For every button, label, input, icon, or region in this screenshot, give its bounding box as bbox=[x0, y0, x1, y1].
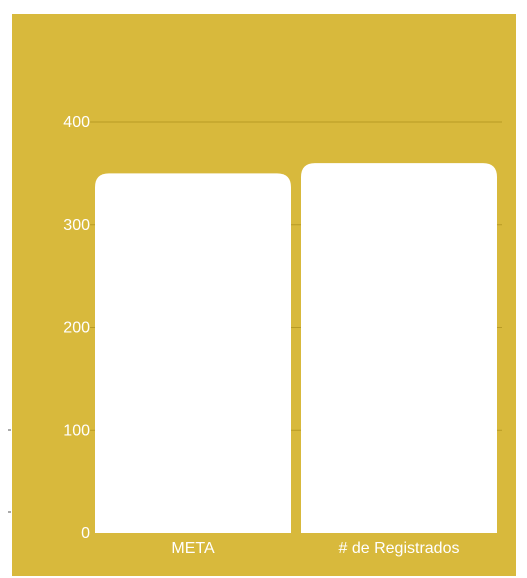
x-category-label: META bbox=[171, 540, 215, 557]
y-tick-label: 100 bbox=[63, 422, 90, 439]
bar-layer bbox=[95, 163, 497, 533]
bar-meta bbox=[95, 173, 291, 533]
y-tick-label: 200 bbox=[63, 320, 90, 337]
y-axis-ticks: 0 100 200 300 400 bbox=[63, 114, 90, 542]
y-tick-label: 0 bbox=[81, 525, 90, 542]
y-tick-label: 300 bbox=[63, 217, 90, 234]
bar-de-registrados bbox=[301, 163, 497, 533]
y-tick-label: 400 bbox=[63, 114, 90, 131]
x-category-label: # de Registrados bbox=[339, 540, 460, 557]
x-axis-labels: META # de Registrados bbox=[171, 540, 459, 557]
